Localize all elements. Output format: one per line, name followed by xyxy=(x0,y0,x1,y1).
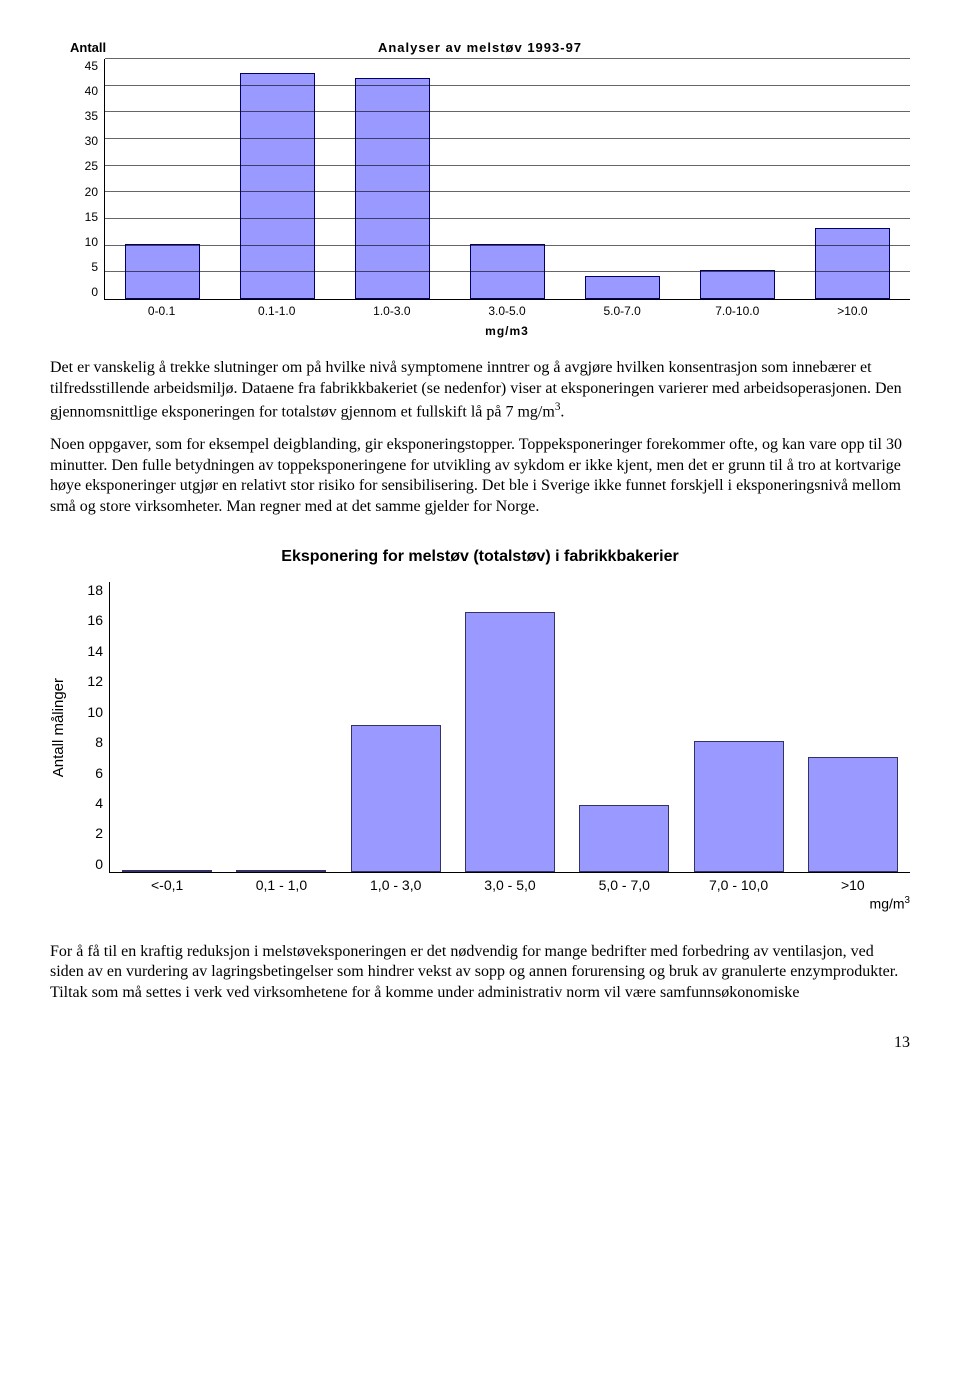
y-tick: 35 xyxy=(85,109,98,123)
paragraph-1: Det er vanskelig å trekke slutninger om … xyxy=(50,358,910,423)
chart1-x-unit: mg/m3 xyxy=(104,324,910,338)
x-tick: <-0,1 xyxy=(110,877,224,893)
chart-melstov-1993-97: Antall Analyser av melstøv 1993-97 45 40 3… xyxy=(50,40,910,338)
y-tick: 20 xyxy=(85,185,98,199)
para1-text: Det er vanskelig å trekke slutninger om … xyxy=(50,359,902,420)
y-tick: 10 xyxy=(85,235,98,249)
x-tick: 1,0 - 3,0 xyxy=(339,877,453,893)
chart2-x-unit-text: mg/m xyxy=(870,896,905,912)
bar xyxy=(240,73,314,299)
y-tick: 6 xyxy=(95,765,103,781)
grid-line xyxy=(105,245,910,246)
para1-tail: . xyxy=(560,403,564,420)
chart2-title: Eksponering for melstøv (totalstøv) i fa… xyxy=(50,548,910,566)
chart2-x-unit-sup: 3 xyxy=(905,895,910,906)
chart1-bars xyxy=(105,59,910,299)
bar xyxy=(122,870,212,872)
y-tick: 15 xyxy=(85,210,98,224)
x-tick: 3.0-5.0 xyxy=(449,304,564,318)
bar xyxy=(808,757,898,872)
x-tick: 7.0-10.0 xyxy=(680,304,795,318)
chart2-ylabel: Antall målinger xyxy=(50,678,67,777)
x-tick: 7,0 - 10,0 xyxy=(681,877,795,893)
bar xyxy=(815,228,889,299)
y-tick: 40 xyxy=(85,84,98,98)
bar xyxy=(700,270,774,299)
page-number: 13 xyxy=(50,1034,910,1052)
x-tick: 0.1-1.0 xyxy=(219,304,334,318)
chart-fabrikkbakerier: Eksponering for melstøv (totalstøv) i fa… xyxy=(50,548,910,912)
bar xyxy=(694,741,784,872)
x-tick: 5,0 - 7,0 xyxy=(567,877,681,893)
y-tick: 8 xyxy=(95,734,103,750)
grid-line xyxy=(105,191,910,192)
paragraph-2: Noen oppgaver, som for eksempel deigblan… xyxy=(50,435,910,518)
y-tick: 0 xyxy=(95,856,103,872)
y-tick: 2 xyxy=(95,825,103,841)
chart1-title: Analyser av melstøv 1993-97 xyxy=(170,40,790,55)
x-tick: >10 xyxy=(796,877,910,893)
bar xyxy=(585,276,659,299)
y-tick: 45 xyxy=(85,59,98,73)
y-tick: 14 xyxy=(87,643,103,659)
chart2-x-unit: mg/m3 xyxy=(110,895,910,912)
bar xyxy=(465,612,555,872)
chart2-bars xyxy=(110,582,910,872)
y-tick: 5 xyxy=(91,260,98,274)
chart1-x-labels: 0-0.10.1-1.01.0-3.03.0-5.05.0-7.07.0-10.… xyxy=(104,304,910,318)
y-tick: 25 xyxy=(85,159,98,173)
chart1-y-axis: 45 40 35 30 25 20 15 10 5 0 xyxy=(50,59,104,299)
grid-line xyxy=(105,271,910,272)
y-tick: 30 xyxy=(85,134,98,148)
grid-line xyxy=(105,58,910,59)
grid-line xyxy=(105,85,910,86)
grid-line xyxy=(105,111,910,112)
grid-line xyxy=(105,138,910,139)
y-tick: 18 xyxy=(87,582,103,598)
bar xyxy=(236,870,326,872)
bar xyxy=(579,805,669,871)
x-tick: 0-0.1 xyxy=(104,304,219,318)
x-tick: 5.0-7.0 xyxy=(565,304,680,318)
bar xyxy=(351,725,441,872)
x-tick: >10.0 xyxy=(795,304,910,318)
chart2-x-labels: <-0,10,1 - 1,01,0 - 3,03,0 - 5,05,0 - 7,… xyxy=(110,877,910,893)
y-tick: 4 xyxy=(95,795,103,811)
chart1-plot xyxy=(104,59,910,300)
chart2-plot xyxy=(109,582,910,873)
chart2-y-axis: 18 16 14 12 10 8 6 4 2 0 xyxy=(75,582,109,872)
y-tick: 12 xyxy=(87,673,103,689)
y-tick: 0 xyxy=(91,285,98,299)
y-tick: 10 xyxy=(87,704,103,720)
paragraph-3: For å få til en kraftig reduksjon i mels… xyxy=(50,942,910,1004)
x-tick: 1.0-3.0 xyxy=(334,304,449,318)
grid-line xyxy=(105,165,910,166)
grid-line xyxy=(105,218,910,219)
chart1-ylabel: Antall xyxy=(70,40,106,55)
x-tick: 0,1 - 1,0 xyxy=(224,877,338,893)
y-tick: 16 xyxy=(87,612,103,628)
x-tick: 3,0 - 5,0 xyxy=(453,877,567,893)
